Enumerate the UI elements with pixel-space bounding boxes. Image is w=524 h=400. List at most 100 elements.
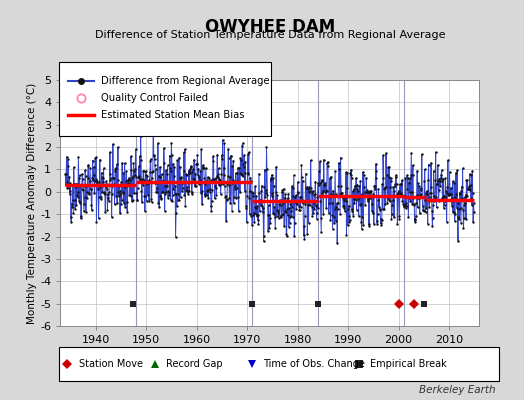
Point xyxy=(245,149,253,156)
Point xyxy=(276,198,285,204)
Point xyxy=(348,206,356,212)
Point xyxy=(68,204,76,210)
Point xyxy=(410,218,419,225)
Point xyxy=(322,205,331,211)
Point xyxy=(329,190,337,197)
Point xyxy=(63,179,71,185)
Point xyxy=(193,152,202,158)
Point xyxy=(223,180,232,187)
Point xyxy=(380,184,389,191)
Point xyxy=(86,186,95,192)
Point xyxy=(65,174,73,180)
Point xyxy=(367,201,376,207)
Point xyxy=(395,213,403,220)
Point xyxy=(305,202,314,209)
Point xyxy=(380,206,388,212)
Point xyxy=(386,184,395,190)
Point xyxy=(283,206,291,212)
Point xyxy=(451,211,459,218)
Point xyxy=(116,188,125,194)
Point xyxy=(275,201,283,208)
Point xyxy=(255,190,264,197)
Point xyxy=(147,196,155,202)
Point xyxy=(318,190,326,197)
Point xyxy=(112,164,120,171)
Point xyxy=(105,177,114,183)
Point xyxy=(450,179,458,186)
Point xyxy=(78,186,86,193)
Point xyxy=(378,216,386,223)
Point xyxy=(338,190,346,196)
Point xyxy=(268,190,277,196)
Point xyxy=(435,176,444,182)
Point xyxy=(277,214,286,220)
Point xyxy=(434,178,442,184)
Point xyxy=(177,194,185,200)
Point xyxy=(438,195,446,201)
Point xyxy=(141,168,150,174)
Point xyxy=(447,190,455,197)
Point xyxy=(418,194,427,200)
Point xyxy=(336,211,344,218)
Point xyxy=(91,178,99,184)
Point xyxy=(432,194,440,200)
Point xyxy=(432,204,441,210)
Point xyxy=(290,172,298,178)
Point xyxy=(126,177,134,183)
Point xyxy=(152,185,161,191)
Point xyxy=(162,189,170,196)
Point xyxy=(275,212,283,219)
Point xyxy=(64,185,73,191)
Point xyxy=(378,206,387,212)
Point xyxy=(396,181,404,188)
Point xyxy=(317,228,325,235)
Point xyxy=(440,202,449,208)
Point xyxy=(298,174,306,180)
Point xyxy=(431,196,439,202)
Point xyxy=(196,168,204,175)
Point xyxy=(228,208,236,214)
Point xyxy=(343,184,351,191)
Point xyxy=(181,203,190,210)
Point xyxy=(352,206,361,213)
Point xyxy=(90,171,98,178)
Point xyxy=(458,165,467,172)
Point xyxy=(217,181,225,188)
Point xyxy=(386,198,394,204)
Point xyxy=(350,195,358,202)
Point xyxy=(377,221,386,228)
Point xyxy=(274,208,282,214)
Point xyxy=(442,218,451,225)
Point xyxy=(337,182,345,189)
Point xyxy=(414,180,422,187)
Point xyxy=(449,178,457,184)
Point xyxy=(455,216,463,222)
Text: Berkeley Earth: Berkeley Earth xyxy=(419,385,495,395)
Point xyxy=(446,185,455,191)
Point xyxy=(166,196,174,203)
Point xyxy=(429,202,438,208)
Point xyxy=(459,206,467,213)
Point xyxy=(445,191,453,198)
Point xyxy=(378,181,386,188)
Point xyxy=(213,174,222,180)
Point xyxy=(235,208,243,214)
Point xyxy=(268,172,276,178)
Point xyxy=(219,181,227,187)
Point xyxy=(316,158,324,165)
Point xyxy=(429,168,438,174)
Point xyxy=(138,176,147,182)
Point xyxy=(241,170,249,176)
Point xyxy=(155,204,163,210)
Point xyxy=(452,191,461,197)
Point xyxy=(333,206,342,212)
Point xyxy=(177,174,185,181)
Point xyxy=(390,192,399,198)
Point xyxy=(427,160,435,166)
Point xyxy=(145,177,154,184)
Point xyxy=(149,168,157,174)
Point xyxy=(302,198,311,204)
Point xyxy=(433,162,442,168)
Point xyxy=(462,216,470,222)
Point xyxy=(130,168,138,174)
